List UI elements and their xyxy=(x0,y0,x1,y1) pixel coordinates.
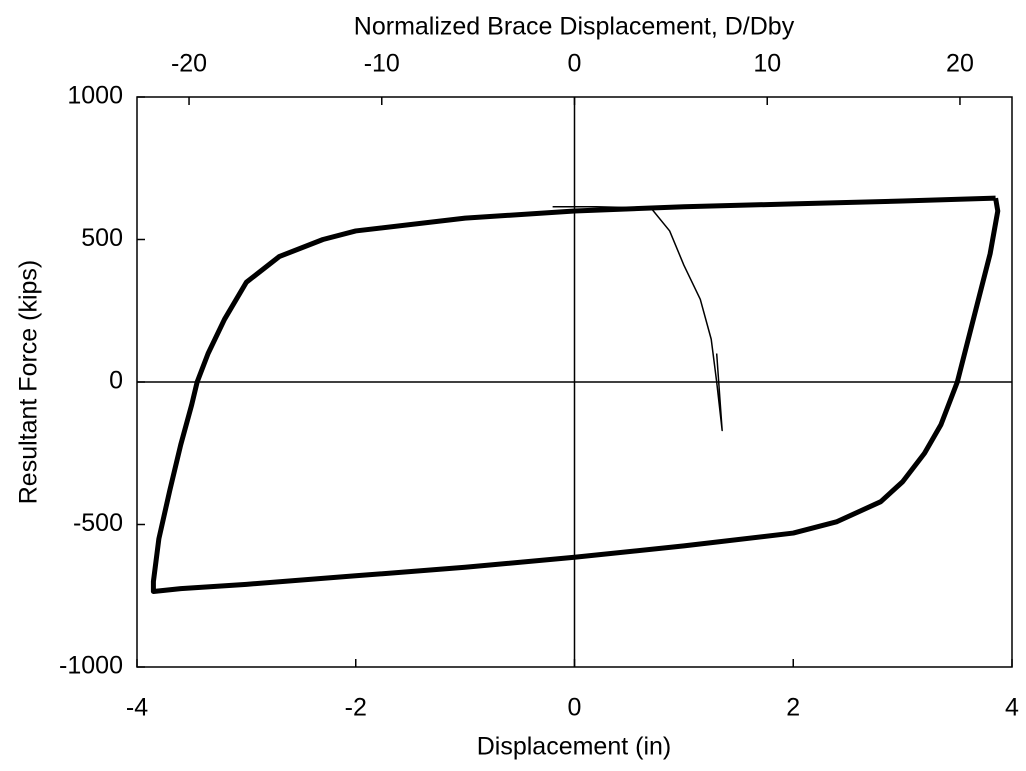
data-line xyxy=(150,195,1001,594)
top-axis-title: Normalized Brace Displacement, D/Dby xyxy=(354,13,795,41)
y-axis-title: Resultant Force (kips) xyxy=(15,260,43,505)
data-line xyxy=(552,205,723,432)
y-tick-label: 500 xyxy=(81,224,123,252)
x-tick-label: -4 xyxy=(126,694,148,722)
y-tick-label: 1000 xyxy=(67,82,123,110)
x2-tick-label: -20 xyxy=(171,50,207,78)
y-tick-label: 0 xyxy=(109,367,123,395)
x-tick-label: 4 xyxy=(1005,694,1019,722)
y-tick-label: -500 xyxy=(73,509,123,537)
x-axis-title: Displacement (in) xyxy=(477,733,672,761)
x-tick-label: -2 xyxy=(345,694,367,722)
x2-tick-label: 0 xyxy=(568,50,582,78)
x-tick-label: 2 xyxy=(786,694,800,722)
x2-tick-label: -10 xyxy=(364,50,400,78)
x2-tick-label: 10 xyxy=(753,50,781,78)
x2-tick-label: 20 xyxy=(946,50,974,78)
y-tick-label: -1000 xyxy=(59,652,123,680)
x-tick-label: 0 xyxy=(568,694,582,722)
